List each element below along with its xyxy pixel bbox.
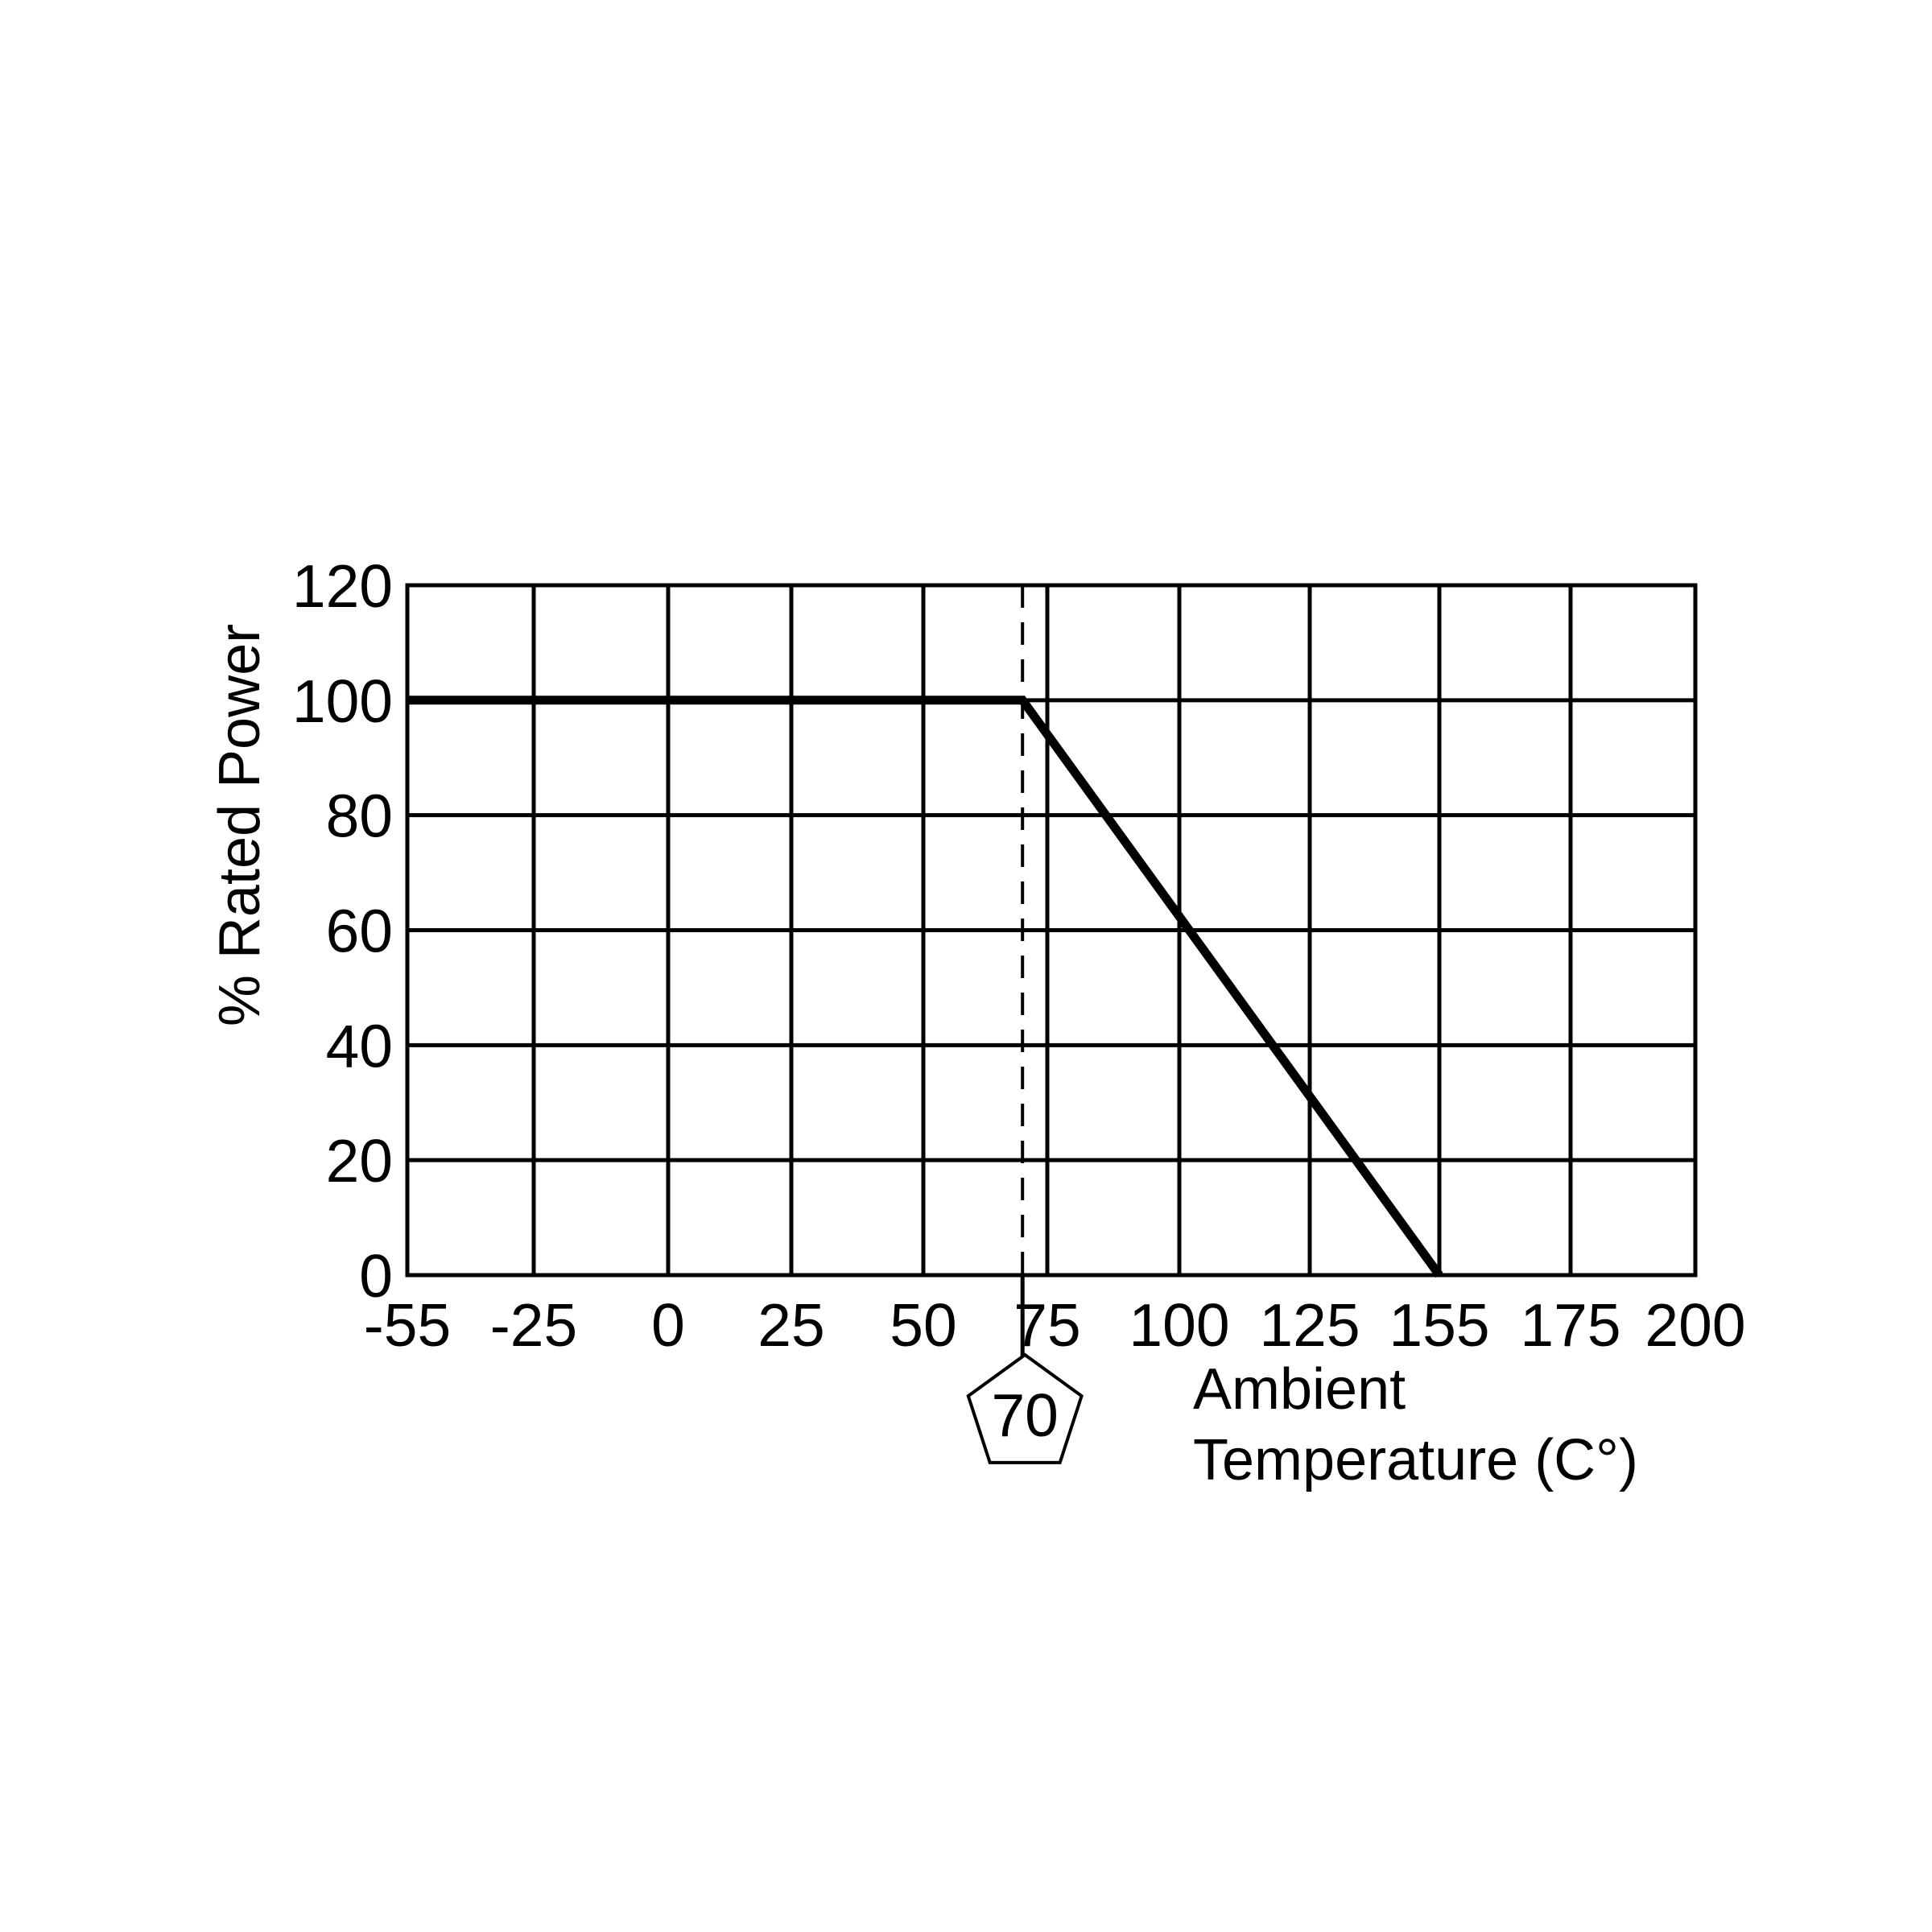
- x-tick-label: -25: [490, 1291, 577, 1359]
- y-tick-label: 0: [359, 1242, 393, 1310]
- x-tick-label: 75: [1013, 1291, 1080, 1359]
- threshold-callout-pentagon: [966, 1352, 1084, 1464]
- y-tick-label: 60: [326, 898, 393, 965]
- y-tick-labels: 0 20 40 60 80 100 120: [292, 552, 393, 1310]
- y-tick-label: 20: [326, 1127, 393, 1195]
- series-line: [407, 696, 1443, 1278]
- x-tick-labels: -55 -25 0 25 50 75 100 125 155 175 200: [364, 1291, 1746, 1359]
- y-tick-label: 120: [292, 552, 393, 620]
- y-tick-label: 100: [292, 667, 393, 735]
- x-tick-label: 100: [1129, 1291, 1229, 1359]
- x-tick-label: 25: [758, 1291, 824, 1359]
- x-tick-label: 155: [1389, 1291, 1489, 1359]
- x-tick-label: 50: [890, 1291, 956, 1359]
- x-tick-label: 0: [651, 1291, 685, 1359]
- x-tick-label: 175: [1520, 1291, 1620, 1359]
- y-tick-label: 80: [326, 782, 393, 850]
- x-tick-label: -55: [364, 1291, 451, 1359]
- x-axis-label-line-1: Ambient: [1193, 1357, 1406, 1422]
- y-tick-label: 40: [326, 1012, 393, 1080]
- grid: [407, 585, 1695, 1275]
- plot-frame: [405, 583, 1698, 1278]
- y-axis-label: % Rated Power: [208, 624, 272, 1026]
- x-axis-label-line-2: Temperature (C°): [1193, 1428, 1638, 1492]
- x-tick-label: 200: [1645, 1291, 1745, 1359]
- x-tick-label: 125: [1259, 1291, 1360, 1359]
- threshold-callout-label: 70: [991, 1381, 1058, 1449]
